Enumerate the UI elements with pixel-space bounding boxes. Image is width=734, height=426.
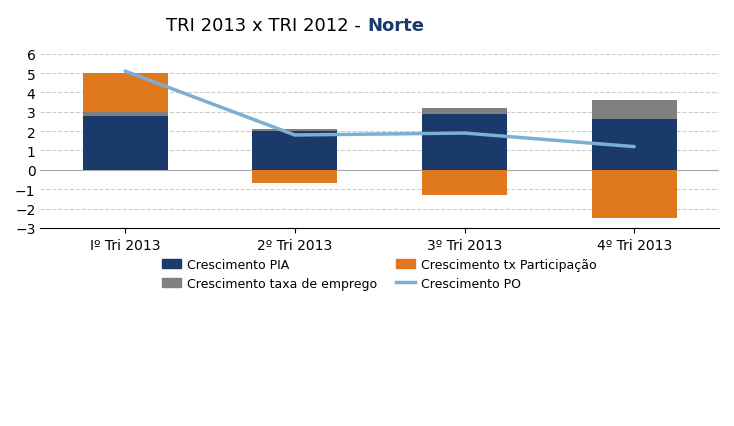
Text: Norte: Norte bbox=[367, 17, 424, 35]
Bar bbox=[252, 132, 337, 170]
Bar bbox=[422, 115, 507, 170]
Bar bbox=[592, 101, 677, 120]
Bar bbox=[83, 112, 167, 116]
Bar bbox=[83, 116, 167, 170]
Legend: Crescimento PIA, Crescimento taxa de emprego, Crescimento tx Participação, Cresc: Crescimento PIA, Crescimento taxa de emp… bbox=[157, 253, 602, 295]
Bar bbox=[252, 170, 337, 184]
Bar bbox=[252, 130, 337, 132]
Bar bbox=[422, 170, 507, 196]
Bar bbox=[83, 74, 167, 112]
Text: TRI 2013 x TRI 2012 -: TRI 2013 x TRI 2012 - bbox=[167, 17, 367, 35]
Bar bbox=[592, 170, 677, 219]
Bar bbox=[592, 120, 677, 170]
Bar bbox=[422, 109, 507, 115]
